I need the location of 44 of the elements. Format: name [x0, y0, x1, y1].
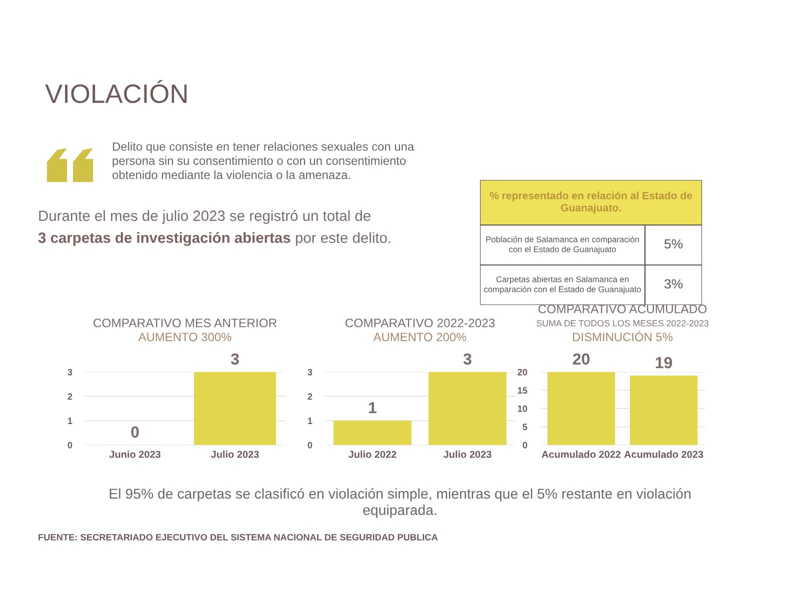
data-label: 0: [131, 426, 139, 438]
x-tick-label: Julio 2023: [210, 450, 259, 458]
y-tick-label: 10: [518, 405, 528, 412]
x-tick-label: Acumulado 2023: [624, 450, 704, 458]
y-tick-label: 3: [68, 368, 72, 376]
y-tick-label: 1: [68, 418, 72, 424]
data-label: 3: [463, 353, 472, 365]
y-tick-label: 1: [308, 418, 312, 424]
y-tick-label: 0: [68, 442, 72, 448]
text: 3 carpetas de investigación abiertas: [38, 232, 290, 246]
chart-title: COMPARATIVO MES ANTERIOR: [93, 318, 277, 328]
text: Delito que consiste en tener relaciones sexuales con una persona sin su consentimiento o con un consentimiento obtenido mediante la violencia o la amenaza.: [112, 142, 414, 180]
chart-subtitle: SUMA DE TODOS LOS MESES 2022-2023: [536, 320, 708, 326]
data-label: 3: [230, 353, 239, 365]
x-tick-label: Julio 2022: [348, 450, 396, 458]
text: VIOLACIÓN: [45, 80, 187, 104]
x-tick-label: Junio 2023: [109, 450, 160, 458]
text: Población de Salamanca en comparación con el Estado de Guanajuato: [486, 236, 639, 254]
text: Durante el mes de julio 2023 se registró un total de: [39, 210, 370, 224]
text: 3%: [664, 279, 683, 289]
text: % representado en relación al Estado de Guanajuato.: [490, 191, 692, 214]
source-note: FUENTE: SECRETARIADO EJECUTIVO DEL SISTEMA NACIONAL DE SEGURIDAD PUBLICA: [38, 534, 438, 540]
y-tick-label: 0: [308, 442, 312, 448]
text: AUMENTO 300%: [138, 332, 232, 342]
text: DISMINUCIÓN 5%: [573, 330, 673, 342]
y-tick-label: 20: [518, 368, 528, 376]
x-tick-label: Julio 2023: [443, 450, 492, 458]
text: AUMENTO 200%: [373, 332, 466, 342]
data-label: 19: [656, 357, 672, 368]
y-tick-label: 0: [522, 442, 528, 448]
data-label: 1: [369, 402, 376, 414]
text: El 95% de carpetas se clasificó en violación simple, mientras que el 5% restante en violación equiparada.: [110, 488, 690, 518]
y-tick-label: 2: [68, 393, 72, 400]
y-tick-label: 15: [518, 387, 528, 394]
x-tick-label: Acumulado 2022: [542, 450, 621, 458]
chart-title: COMPARATIVO ACUMULADO: [538, 304, 707, 314]
text: Carpetas abiertas en Salamanca en comparación con el Estado de Guanajuato: [484, 276, 641, 294]
y-tick-label: 2: [308, 393, 312, 400]
chart-title: COMPARATIVO 2022-2023: [345, 318, 495, 328]
y-tick-label: 3: [308, 368, 312, 376]
y-tick-label: 5: [522, 424, 528, 430]
text: 5%: [664, 239, 683, 249]
text: por este delito.: [296, 232, 390, 246]
data-label: 20: [572, 353, 590, 365]
